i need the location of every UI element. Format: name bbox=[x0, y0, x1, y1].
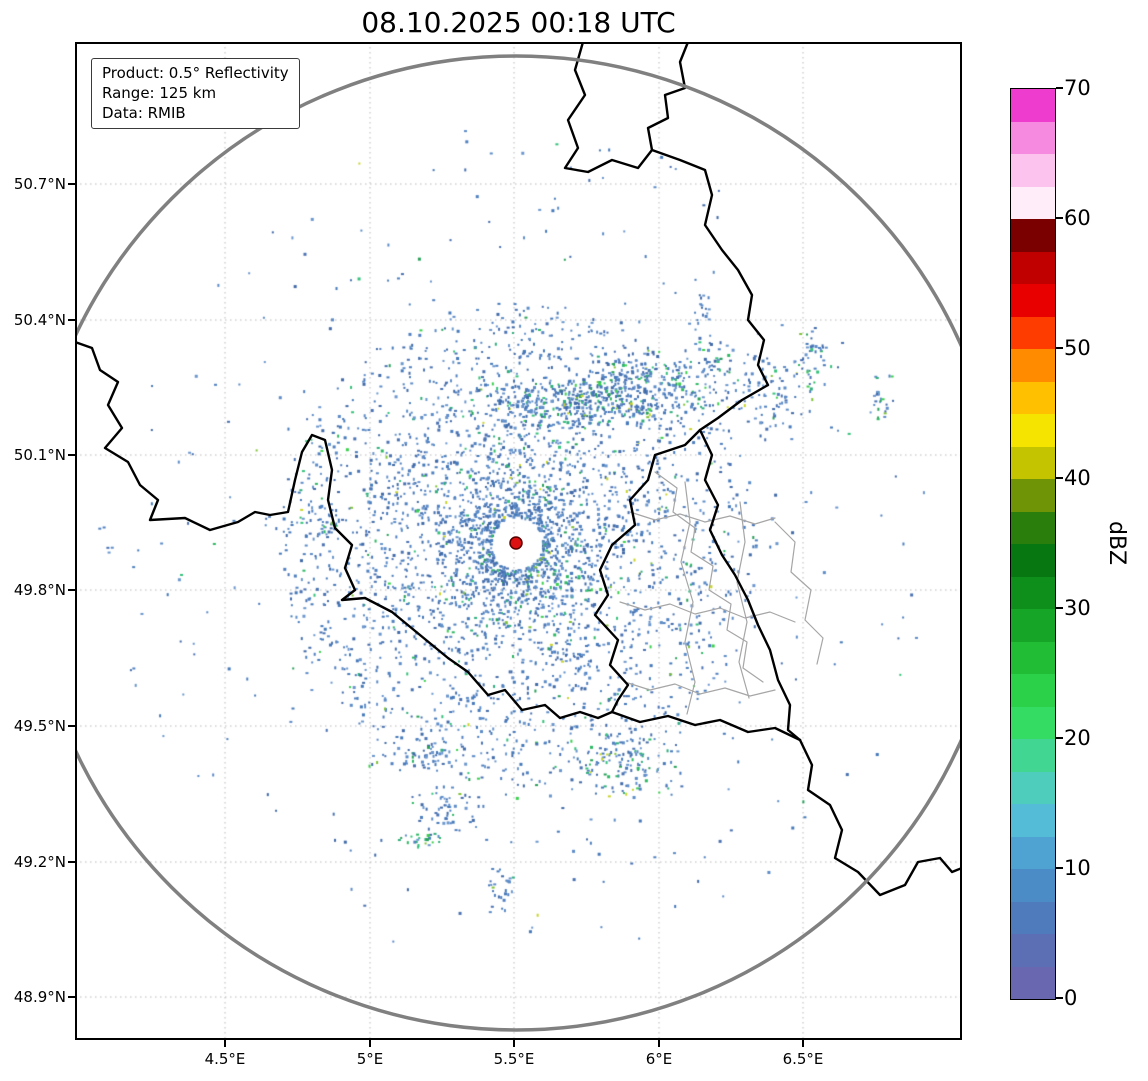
x-tick-label: 6.5°E bbox=[782, 1050, 824, 1068]
colorbar-segment bbox=[1011, 186, 1055, 219]
colorbar-tick-mark bbox=[1056, 997, 1063, 999]
colorbar-segment bbox=[1011, 479, 1055, 512]
colorbar-segment bbox=[1011, 381, 1055, 414]
colorbar-segment bbox=[1011, 869, 1055, 902]
colorbar-segment bbox=[1011, 966, 1055, 999]
colorbar-segment bbox=[1011, 674, 1055, 707]
y-tick-mark bbox=[68, 454, 75, 456]
district-border bbox=[736, 501, 750, 699]
y-tick-label: 50.7°N bbox=[13, 175, 66, 193]
country-border bbox=[650, 148, 770, 432]
colorbar-segment bbox=[1011, 609, 1055, 642]
x-tick-label: 4.5°E bbox=[204, 1050, 246, 1068]
district-border bbox=[774, 521, 824, 665]
y-tick-label: 49.2°N bbox=[13, 853, 66, 871]
colorbar-segment bbox=[1011, 251, 1055, 284]
colorbar-axis-label: dBZ bbox=[1104, 520, 1129, 566]
colorbar-tick-label: 40 bbox=[1064, 466, 1091, 490]
figure-title: 08.10.2025 00:18 UTC bbox=[361, 6, 676, 39]
colorbar-segment bbox=[1011, 739, 1055, 772]
colorbar-segment bbox=[1011, 934, 1055, 967]
colorbar-segment bbox=[1011, 316, 1055, 349]
colorbar-tick-mark bbox=[1056, 737, 1063, 739]
colorbar-segment bbox=[1011, 706, 1055, 739]
x-tick-label: 5.5°E bbox=[493, 1050, 535, 1068]
y-tick-label: 49.8°N bbox=[13, 581, 66, 599]
colorbar-segment bbox=[1011, 901, 1055, 934]
y-tick-label: 50.4°N bbox=[13, 311, 66, 329]
country-border bbox=[610, 710, 802, 742]
radar-location-marker bbox=[509, 536, 523, 550]
colorbar-segment bbox=[1011, 89, 1055, 122]
country-border bbox=[798, 738, 962, 897]
district-border bbox=[624, 681, 776, 697]
country-border bbox=[75, 340, 614, 720]
district-border bbox=[619, 601, 796, 623]
product-info-line: Product: 0.5° Reflectivity bbox=[102, 64, 289, 82]
colorbar-tick-mark bbox=[1056, 347, 1063, 349]
colorbar-segment bbox=[1011, 446, 1055, 479]
y-tick-label: 49.5°N bbox=[13, 717, 66, 735]
country-border bbox=[698, 428, 802, 742]
x-tick-mark bbox=[802, 1040, 804, 1047]
data-source-line: Data: RMIB bbox=[102, 103, 186, 122]
colorbar-tick-label: 10 bbox=[1064, 856, 1091, 880]
x-tick-label: 6°E bbox=[645, 1050, 673, 1068]
colorbar-segment bbox=[1011, 121, 1055, 154]
y-tick-label: 48.9°N bbox=[13, 988, 66, 1006]
colorbar-segment bbox=[1011, 836, 1055, 869]
country-border bbox=[593, 428, 702, 714]
colorbar bbox=[1010, 88, 1056, 1000]
district-border bbox=[680, 481, 696, 715]
map-plot: Product: 0.5° Reflectivity Range: 125 km… bbox=[75, 42, 962, 1040]
colorbar-tick-label: 30 bbox=[1064, 596, 1091, 620]
colorbar-tick-label: 20 bbox=[1064, 726, 1091, 750]
y-tick-mark bbox=[68, 183, 75, 185]
colorbar-tick-mark bbox=[1056, 607, 1063, 609]
colorbar-segment bbox=[1011, 349, 1055, 382]
range-ring bbox=[75, 54, 962, 1032]
country-border bbox=[563, 42, 690, 174]
district-border bbox=[654, 471, 764, 683]
colorbar-tick-label: 60 bbox=[1064, 206, 1091, 230]
colorbar-segment bbox=[1011, 284, 1055, 317]
y-tick-label: 50.1°N bbox=[13, 446, 66, 464]
y-tick-mark bbox=[68, 996, 75, 998]
x-tick-label: 5°E bbox=[356, 1050, 384, 1068]
colorbar-segment bbox=[1011, 511, 1055, 544]
y-tick-mark bbox=[68, 861, 75, 863]
colorbar-tick-label: 50 bbox=[1064, 336, 1091, 360]
colorbar-segment bbox=[1011, 544, 1055, 577]
product-info-box: Product: 0.5° Reflectivity Range: 125 km… bbox=[91, 58, 300, 130]
y-tick-mark bbox=[68, 589, 75, 591]
colorbar-tick-mark bbox=[1056, 477, 1063, 479]
district-border bbox=[629, 511, 776, 525]
colorbar-segment bbox=[1011, 414, 1055, 447]
y-tick-mark bbox=[68, 319, 75, 321]
y-tick-mark bbox=[68, 725, 75, 727]
colorbar-tick-label: 0 bbox=[1064, 986, 1078, 1010]
x-tick-mark bbox=[369, 1040, 371, 1047]
range-info-line: Range: 125 km bbox=[102, 83, 217, 102]
colorbar-tick-mark bbox=[1056, 867, 1063, 869]
x-tick-mark bbox=[658, 1040, 660, 1047]
colorbar-tick-label: 70 bbox=[1064, 76, 1091, 100]
colorbar-segment bbox=[1011, 219, 1055, 252]
colorbar-tick-mark bbox=[1056, 217, 1063, 219]
x-tick-mark bbox=[513, 1040, 515, 1047]
x-tick-mark bbox=[224, 1040, 226, 1047]
colorbar-segment bbox=[1011, 771, 1055, 804]
colorbar-tick-mark bbox=[1056, 87, 1063, 89]
colorbar-segment bbox=[1011, 641, 1055, 674]
colorbar-segment bbox=[1011, 804, 1055, 837]
colorbar-segment bbox=[1011, 576, 1055, 609]
map-overlay-layer bbox=[75, 42, 962, 1032]
colorbar-segment bbox=[1011, 154, 1055, 187]
